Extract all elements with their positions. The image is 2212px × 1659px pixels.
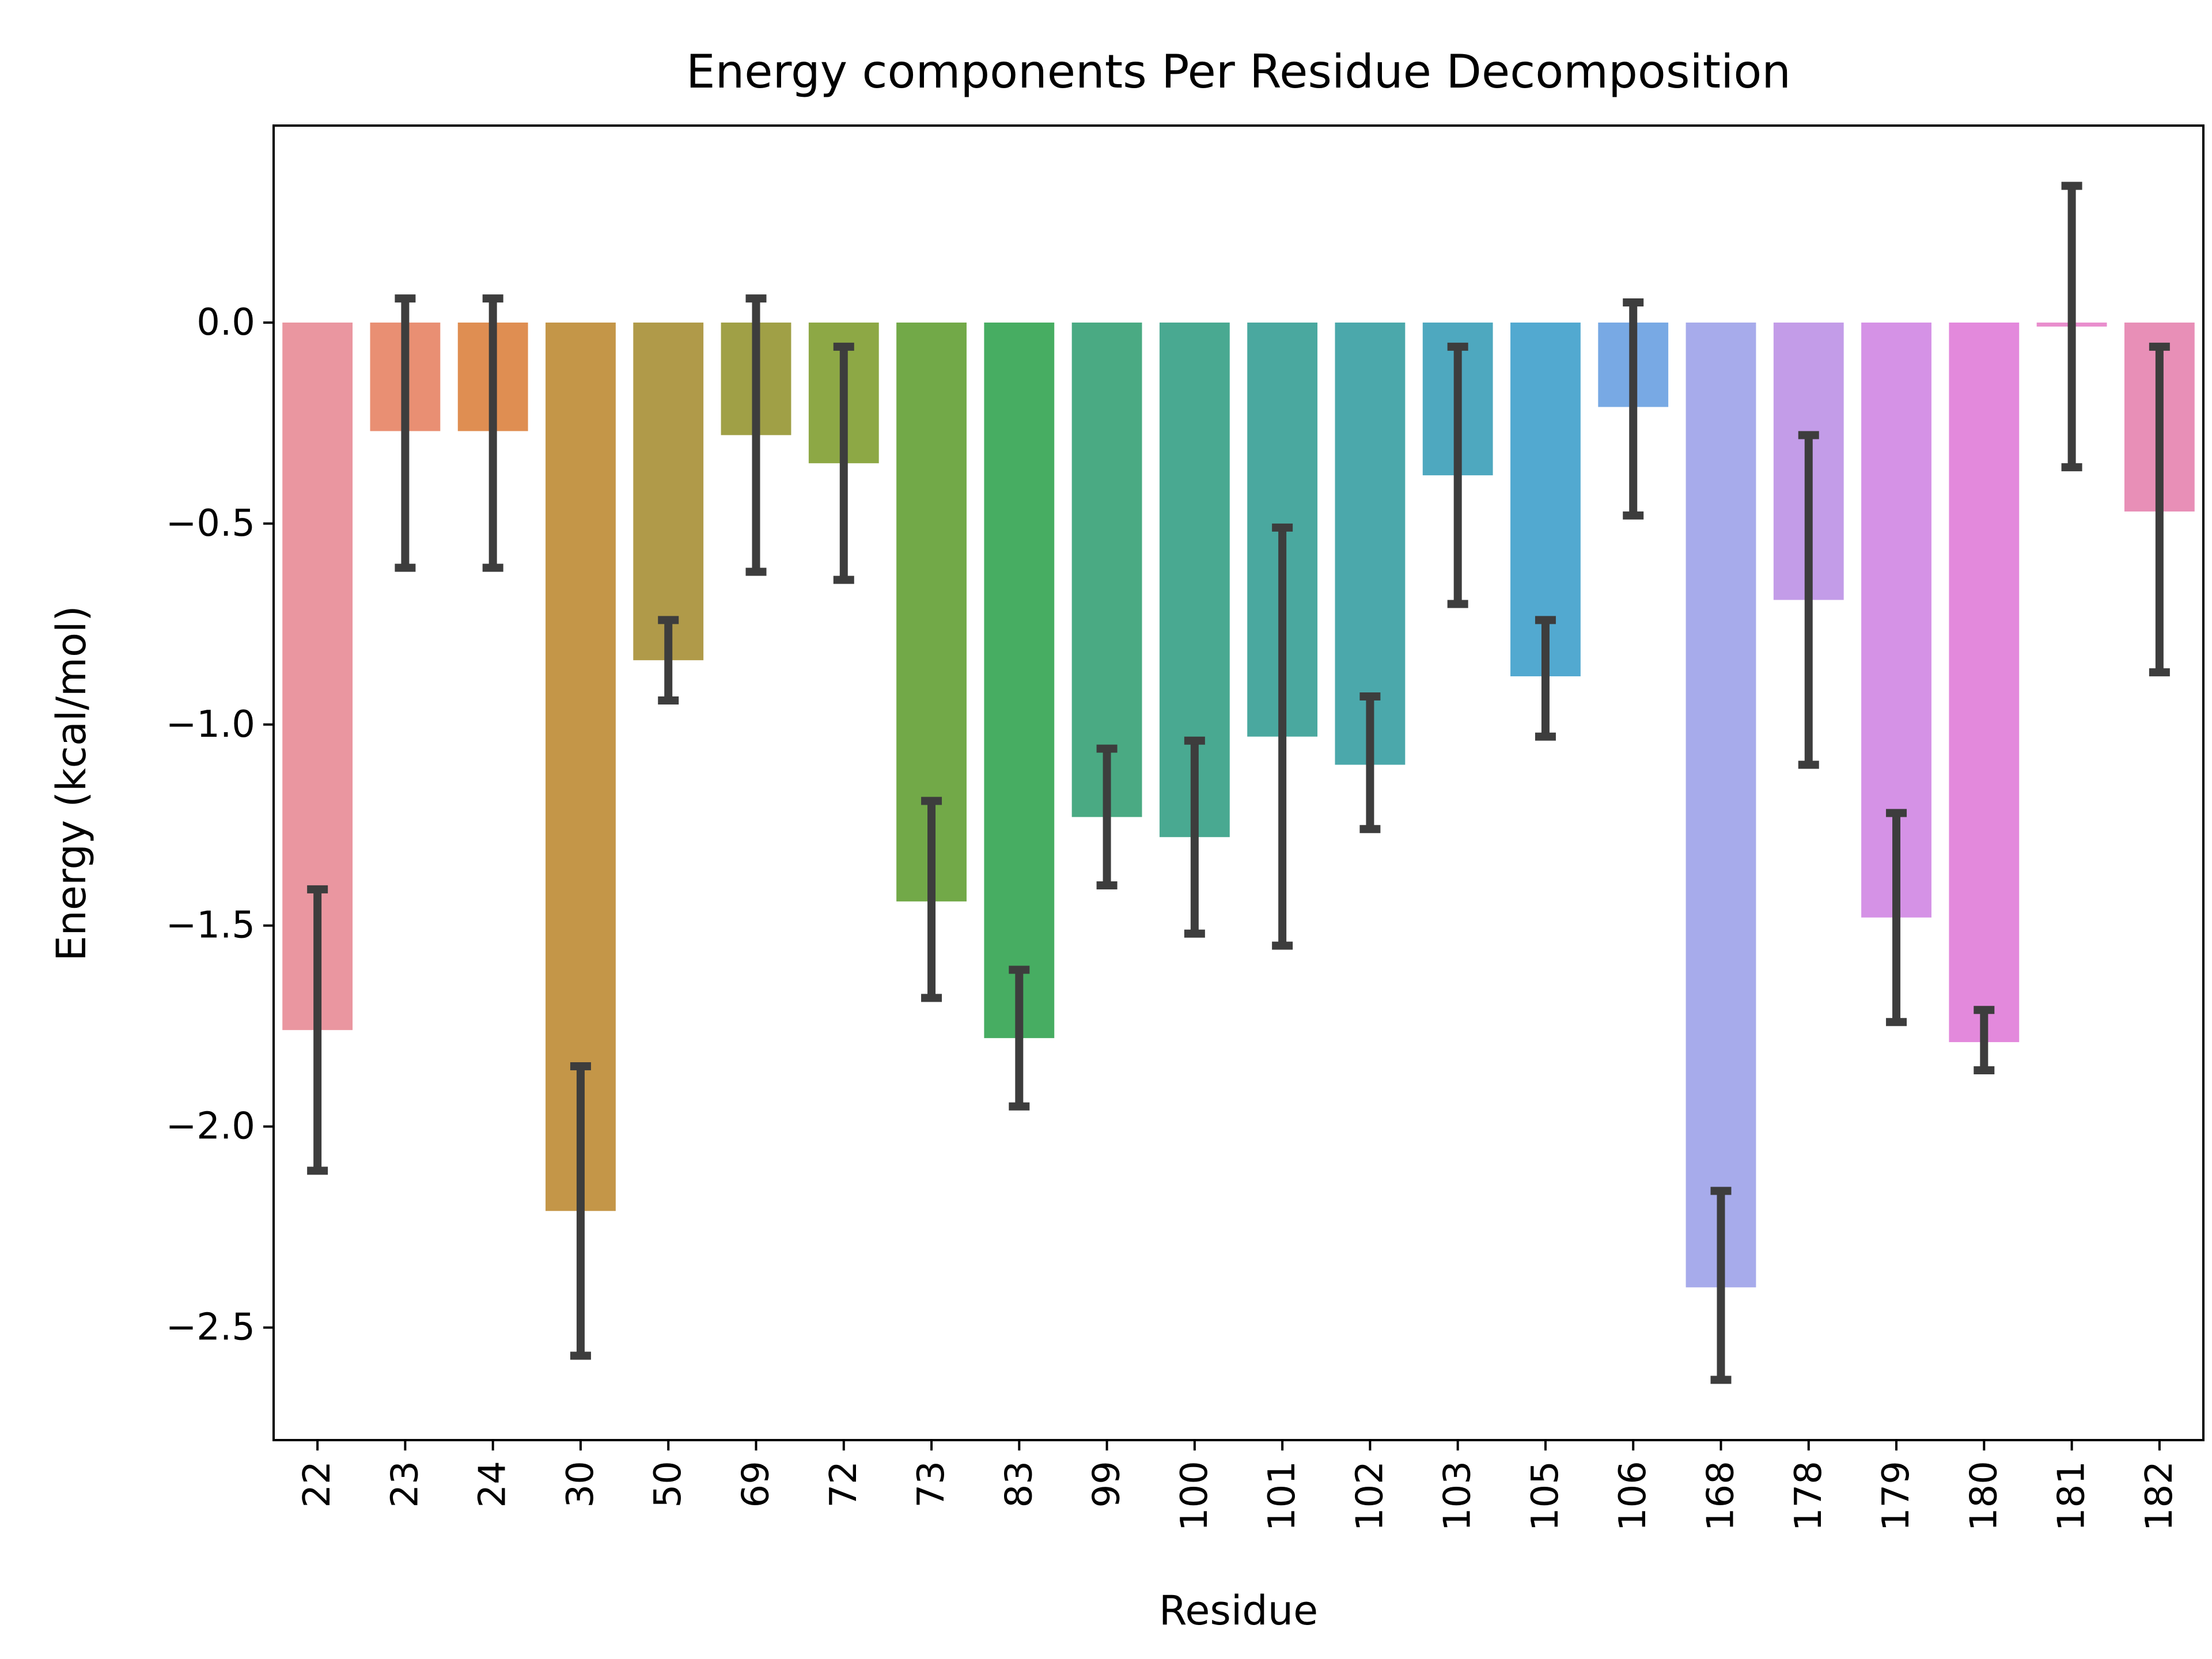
y-axis-label: Energy (kcal/mol) [48, 605, 95, 961]
error-bar-73 [921, 797, 942, 1002]
error-bar-102 [1359, 692, 1381, 834]
error-bar-72 [833, 342, 854, 584]
error-bar-30 [570, 1062, 591, 1360]
error-bar-168 [1710, 1187, 1732, 1384]
bar-168 [1685, 322, 1756, 1287]
bar-83 [984, 322, 1055, 1039]
y-tick-label-1: −0.5 [166, 502, 255, 545]
error-bar-22 [307, 885, 328, 1175]
error-bar-178 [1798, 431, 1819, 769]
x-tick-label-179: 179 [1875, 1461, 1918, 1531]
bar-180 [1949, 322, 2020, 1043]
bars-group [282, 322, 2195, 1287]
error-bar-103 [1447, 342, 1468, 608]
y-tick-label-0: 0.0 [196, 301, 255, 344]
y-axis: 0.0 −0.5 −1.0 −1.5 −2.0 −2.5 [166, 301, 274, 1349]
x-tick-label-99: 99 [1086, 1461, 1128, 1508]
y-tick-label-4: −2.0 [166, 1105, 255, 1148]
error-bar-105 [1535, 616, 1556, 741]
x-tick-label-69: 69 [735, 1461, 778, 1508]
x-tick-label-105: 105 [1524, 1461, 1567, 1531]
error-bar-50 [658, 616, 679, 704]
x-tick-label-103: 103 [1437, 1461, 1479, 1531]
x-axis-label: Residue [1159, 1587, 1318, 1634]
error-bar-23 [395, 294, 416, 572]
x-tick-label-50: 50 [647, 1461, 690, 1508]
x-tick-label-100: 100 [1173, 1461, 1216, 1531]
x-tick-label-168: 168 [1700, 1461, 1743, 1531]
x-tick-label-73: 73 [910, 1461, 953, 1508]
error-bar-182 [2149, 342, 2170, 677]
error-bar-179 [1886, 809, 1907, 1027]
x-tick-label-24: 24 [472, 1461, 514, 1508]
error-bar-180 [1974, 1006, 1995, 1074]
error-bar-24 [482, 294, 503, 572]
error-bar-101 [1272, 523, 1293, 950]
error-bar-83 [1009, 965, 1030, 1111]
x-tick-label-106: 106 [1612, 1461, 1654, 1531]
chart-title: Energy components Per Residue Decomposit… [686, 45, 1791, 99]
plot-frame [272, 124, 2205, 1441]
error-bar-99 [1096, 744, 1118, 889]
bar-99 [1071, 322, 1142, 817]
bar-102 [1335, 322, 1406, 765]
x-tick-label-101: 101 [1261, 1461, 1304, 1531]
x-tick-label-72: 72 [823, 1461, 865, 1508]
x-tick-label-182: 182 [2138, 1461, 2181, 1531]
y-tick-label-5: −2.5 [166, 1306, 255, 1349]
y-tick-label-2: −1.0 [166, 703, 255, 746]
error-bar-181 [2061, 181, 2082, 472]
x-tick-label-180: 180 [1963, 1461, 2005, 1531]
x-axis: 22 23 24 30 50 69 72 73 83 99 100 101 102 103 105 106 16… [296, 1440, 2181, 1531]
x-tick-label-178: 178 [1787, 1461, 1830, 1531]
x-tick-label-102: 102 [1349, 1461, 1391, 1531]
x-tick-label-23: 23 [384, 1461, 426, 1508]
error-bar-106 [1623, 298, 1644, 520]
bar-50 [633, 322, 704, 661]
x-tick-label-83: 83 [998, 1461, 1040, 1508]
error-bar-69 [745, 294, 767, 576]
error-bar-100 [1184, 736, 1205, 938]
x-tick-label-22: 22 [296, 1461, 339, 1508]
error-bars-group [307, 181, 2170, 1384]
x-tick-label-181: 181 [2051, 1461, 2093, 1531]
y-tick-label-3: −1.5 [166, 904, 255, 947]
x-tick-label-30: 30 [559, 1461, 602, 1508]
